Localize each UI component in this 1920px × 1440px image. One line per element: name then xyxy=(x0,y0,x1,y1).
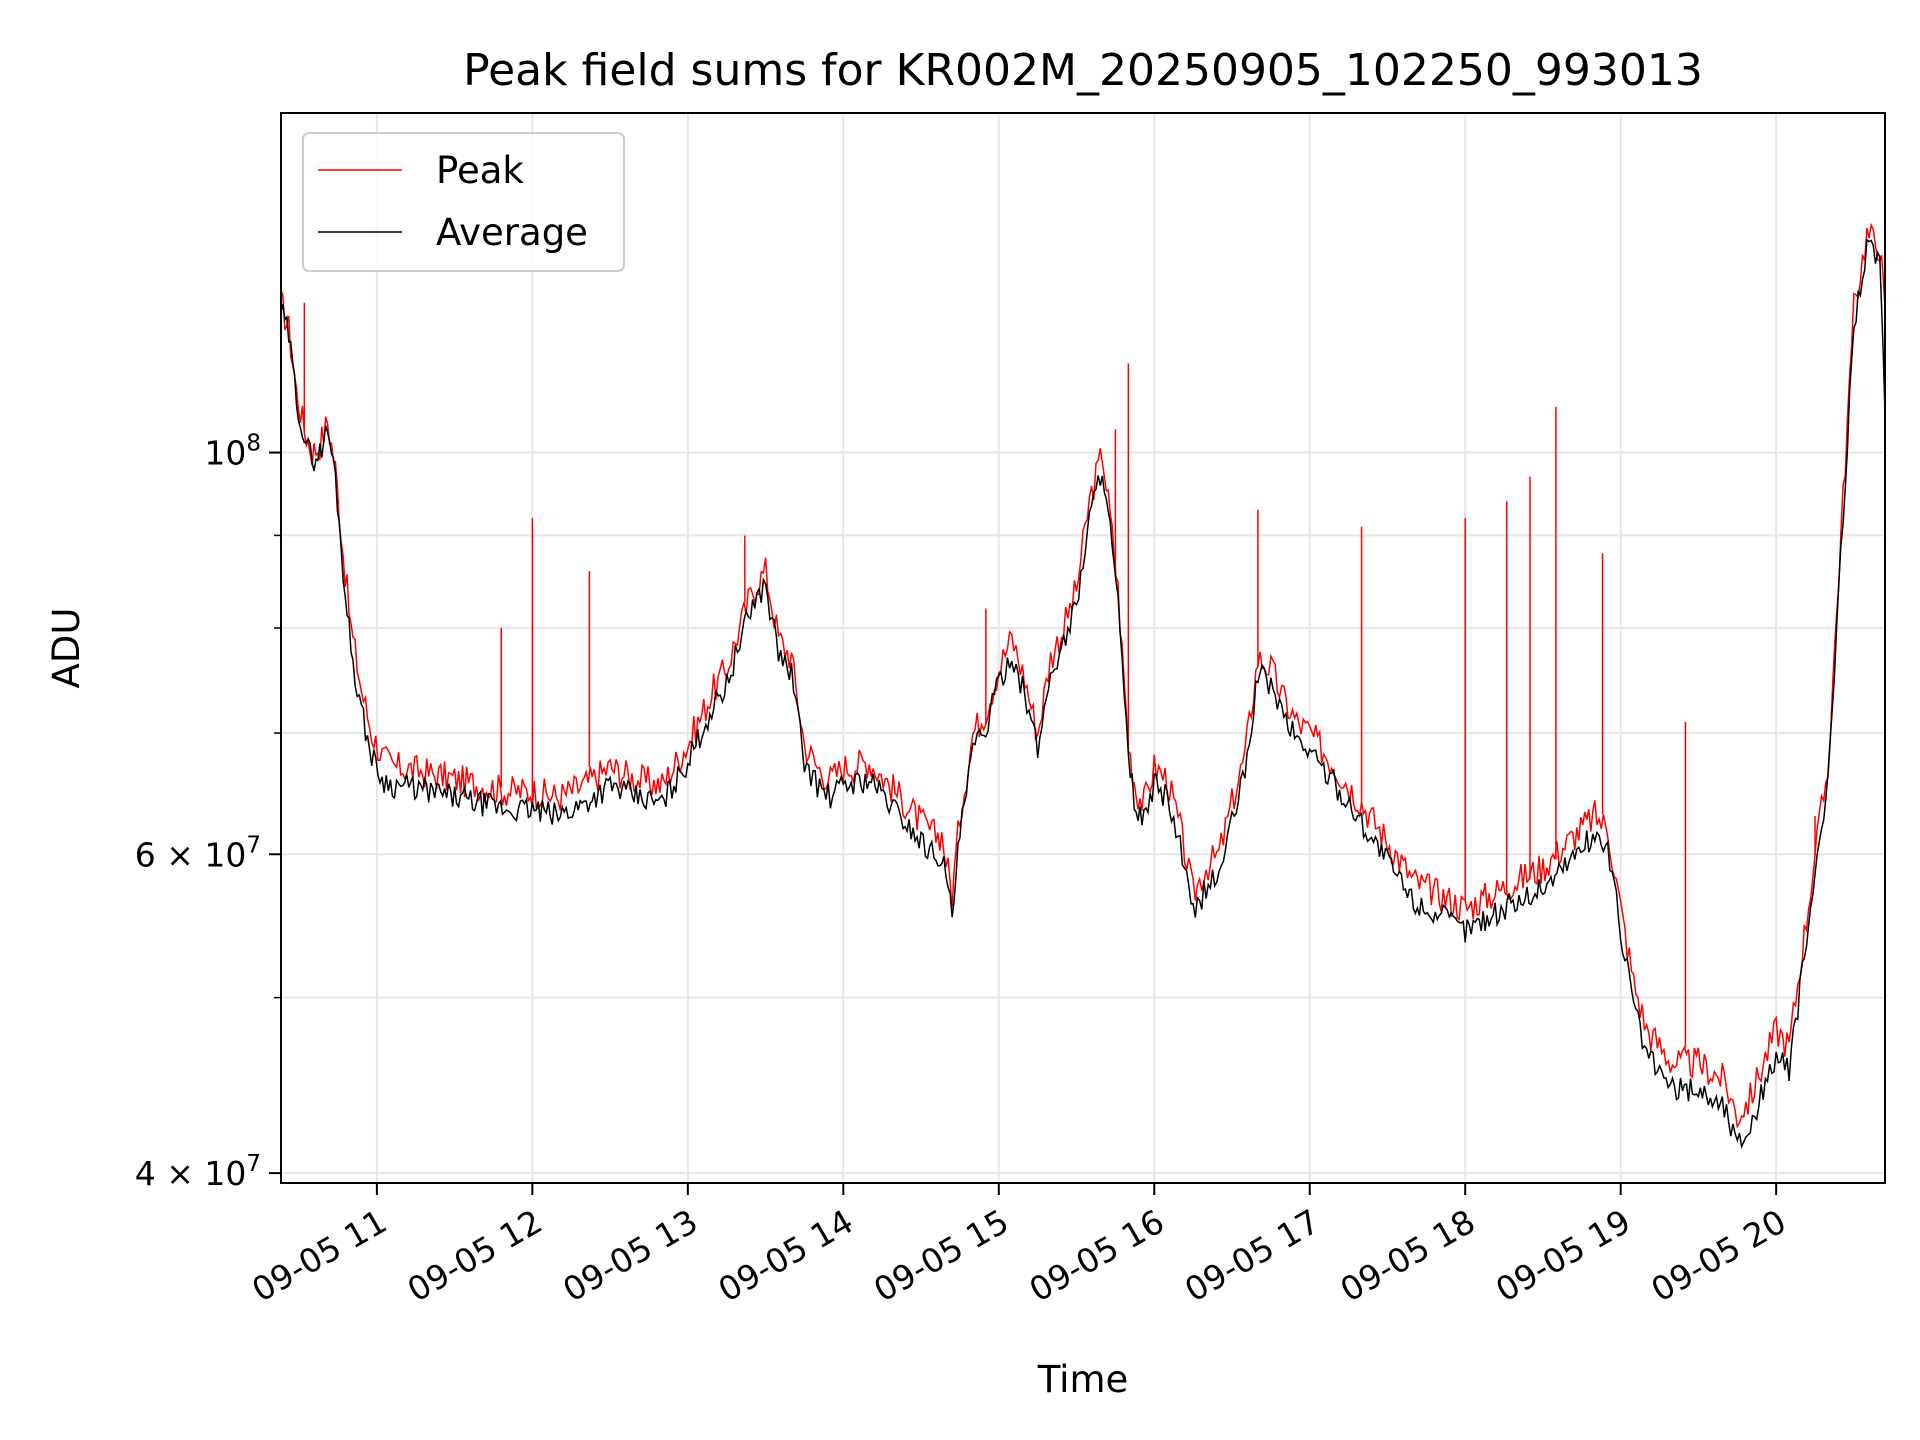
y-axis-label: ADU xyxy=(45,608,88,689)
legend: Peak Average xyxy=(302,132,625,272)
series-line-average xyxy=(281,238,1885,1150)
y-tick-label: 4 × 107 xyxy=(135,1151,261,1193)
legend-label-peak: Peak xyxy=(436,149,524,192)
y-tick-label-base: 6 × 10 xyxy=(135,835,247,874)
y-tick-label-base: 10 xyxy=(204,434,246,473)
legend-box xyxy=(302,132,625,272)
y-tick-label-exponent: 8 xyxy=(246,431,261,457)
legend-label-average: Average xyxy=(436,211,588,254)
chart-title: Peak field sums for KR002M_20250905_1022… xyxy=(463,45,1703,96)
y-tick-label-base: 4 × 10 xyxy=(135,1154,247,1193)
series-line-peak xyxy=(281,222,1885,1129)
y-tick-label-exponent: 7 xyxy=(246,1151,261,1177)
plot-frame xyxy=(280,112,1886,1184)
series-layer xyxy=(281,113,1885,1150)
y-tick-label: 108 xyxy=(204,431,261,473)
y-tick-label-exponent: 7 xyxy=(246,832,261,858)
y-tick-label: 6 × 107 xyxy=(135,832,261,874)
grid xyxy=(281,113,1885,1183)
x-axis-label: Time xyxy=(1037,1358,1129,1401)
